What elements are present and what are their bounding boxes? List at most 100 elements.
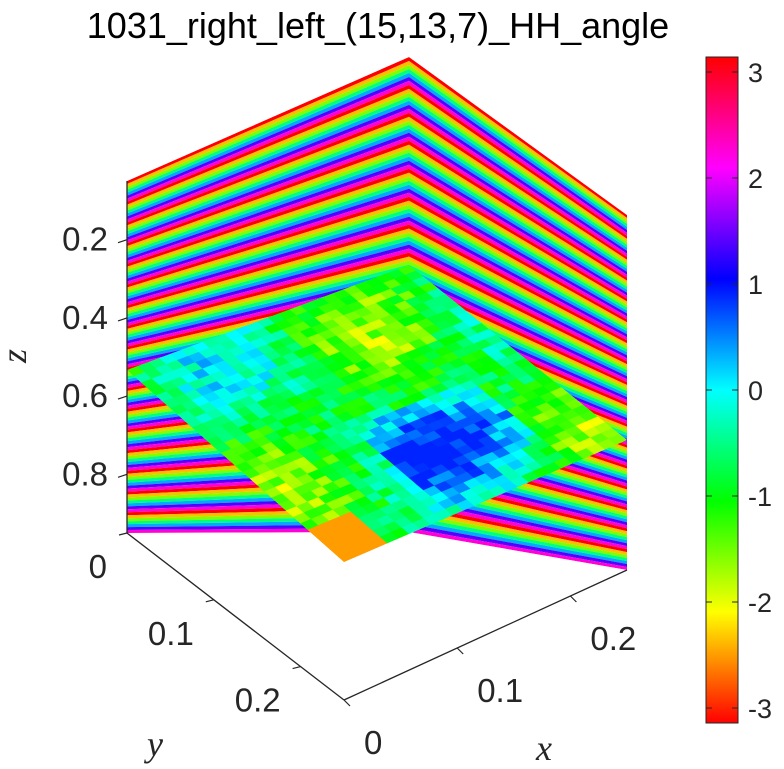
right-wall-stripe: [409, 144, 627, 284]
left-wall-stripe: [127, 212, 409, 300]
colorbar: 3 2 1 0 -1 -2 -3: [705, 56, 772, 724]
z-tick-label: 0.4: [62, 299, 108, 336]
left-wall-stripe: [127, 148, 409, 252]
right-wall-stripe: [409, 228, 627, 347]
left-wall-stripe: [127, 160, 409, 261]
left-wall-stripe: [127, 208, 409, 297]
right-wall-stripe: [409, 108, 627, 257]
right-wall-stripe: [409, 252, 627, 365]
y-tick-mark: [118, 532, 128, 536]
right-wall-stripe: [409, 520, 627, 564]
left-wall-stripe: [127, 192, 409, 285]
y-tick-mark: [292, 666, 301, 670]
right-wall-stripe: [409, 104, 627, 254]
right-wall-stripe: [409, 260, 627, 371]
right-wall-stripe: [409, 244, 627, 359]
right-wall-stripe: [409, 256, 627, 368]
left-wall-stripe: [127, 96, 409, 214]
right-wall-stripe: [409, 224, 627, 344]
right-wall-stripe: [409, 248, 627, 362]
right-wall-stripe: [409, 280, 627, 385]
left-wall-stripe: [127, 128, 409, 238]
horizontal-slice-cell: [608, 433, 627, 446]
right-wall-stripe: [409, 508, 627, 556]
left-wall-stripe: [127, 252, 409, 329]
left-wall-stripe: [127, 200, 409, 291]
right-wall-stripe: [409, 168, 627, 302]
colorbar-tick-label: 1: [748, 270, 763, 300]
left-wall-stripe: [127, 116, 409, 229]
left-wall-stripe: [127, 112, 409, 226]
z-tick-label: 0.8: [62, 455, 108, 492]
right-wall-stripe: [409, 500, 627, 550]
right-wall-stripe: [409, 136, 627, 278]
left-wall-stripe: [127, 244, 409, 323]
left-wall-stripe: [127, 69, 409, 193]
right-wall-stripe: [409, 172, 627, 305]
left-wall-stripe: [127, 236, 409, 318]
right-wall-stripe: [409, 152, 627, 290]
left-wall-stripe: [127, 264, 409, 338]
left-wall-stripe: [127, 184, 409, 279]
x-axis-label: x: [535, 728, 552, 768]
y-axis-line: [126, 532, 345, 701]
left-wall-stripe: [127, 256, 409, 332]
right-wall-stripe: [409, 120, 627, 266]
left-wall-stripe: [127, 272, 409, 344]
z-tick-label: 0.2: [62, 221, 108, 258]
right-wall-stripe: [409, 212, 627, 335]
x-tick-mark: [456, 647, 464, 655]
left-wall-stripe: [127, 120, 409, 232]
right-wall-stripe: [409, 204, 627, 329]
right-wall-stripe: [409, 164, 627, 299]
left-wall-stripe: [127, 228, 409, 312]
right-wall-stripe: [409, 148, 627, 287]
right-wall-stripe: [409, 272, 627, 380]
left-wall-stripe: [127, 140, 409, 247]
right-wall-stripe: [409, 112, 627, 260]
right-wall-stripe: [409, 92, 627, 245]
right-wall-stripe: [409, 220, 627, 341]
right-wall-stripe: [409, 57, 627, 218]
left-wall-stripe: [127, 248, 409, 326]
right-wall-stripe: [409, 240, 627, 356]
right-wall-stripe: [409, 65, 627, 224]
right-wall-stripe: [409, 200, 627, 326]
right-wall-stripe: [409, 96, 627, 248]
right-wall-stripe: [409, 124, 627, 269]
right-wall-stripe: [409, 516, 627, 562]
z-tick-mark: [117, 239, 128, 244]
right-wall-stripe: [409, 192, 627, 320]
right-wall-stripe: [409, 77, 627, 233]
left-wall-stripe: [127, 65, 409, 190]
left-wall-stripe: [127, 152, 409, 255]
left-wall-stripe: [127, 216, 409, 303]
y-tick-label: 0.1: [148, 615, 194, 652]
right-wall-stripe: [409, 156, 627, 293]
x-tick-mark: [569, 595, 577, 603]
left-wall-stripe: [127, 124, 409, 235]
left-wall-stripe: [127, 108, 409, 223]
x-tick-label: 0.1: [477, 672, 523, 709]
x-axis-line: [343, 569, 628, 701]
right-wall-stripe: [409, 180, 627, 311]
left-wall-stripe: [127, 224, 409, 309]
right-wall-stripe: [409, 188, 627, 317]
left-wall-stripe: [127, 188, 409, 282]
left-wall-stripe: [127, 164, 409, 264]
right-wall-stripe: [409, 504, 627, 553]
right-wall-stripe: [409, 268, 627, 377]
right-wall-stripe: [409, 528, 627, 570]
left-wall-stripe: [127, 61, 409, 187]
right-wall-stripe: [409, 232, 627, 350]
left-wall-stripe: [127, 172, 409, 270]
z-ticks: 0.2 0.4 0.6 0.8: [62, 221, 128, 492]
y-tick-mark: [205, 599, 214, 603]
left-wall-stripe: [127, 240, 409, 320]
chart-title: 1031_right_left_(15,13,7)_HH_angle: [87, 5, 669, 46]
z-axis-label: z: [0, 349, 34, 364]
z-tick-mark: [117, 317, 128, 322]
left-wall-stripe: [127, 156, 409, 258]
left-wall-stripe: [127, 196, 409, 288]
left-wall-stripe: [127, 88, 409, 208]
